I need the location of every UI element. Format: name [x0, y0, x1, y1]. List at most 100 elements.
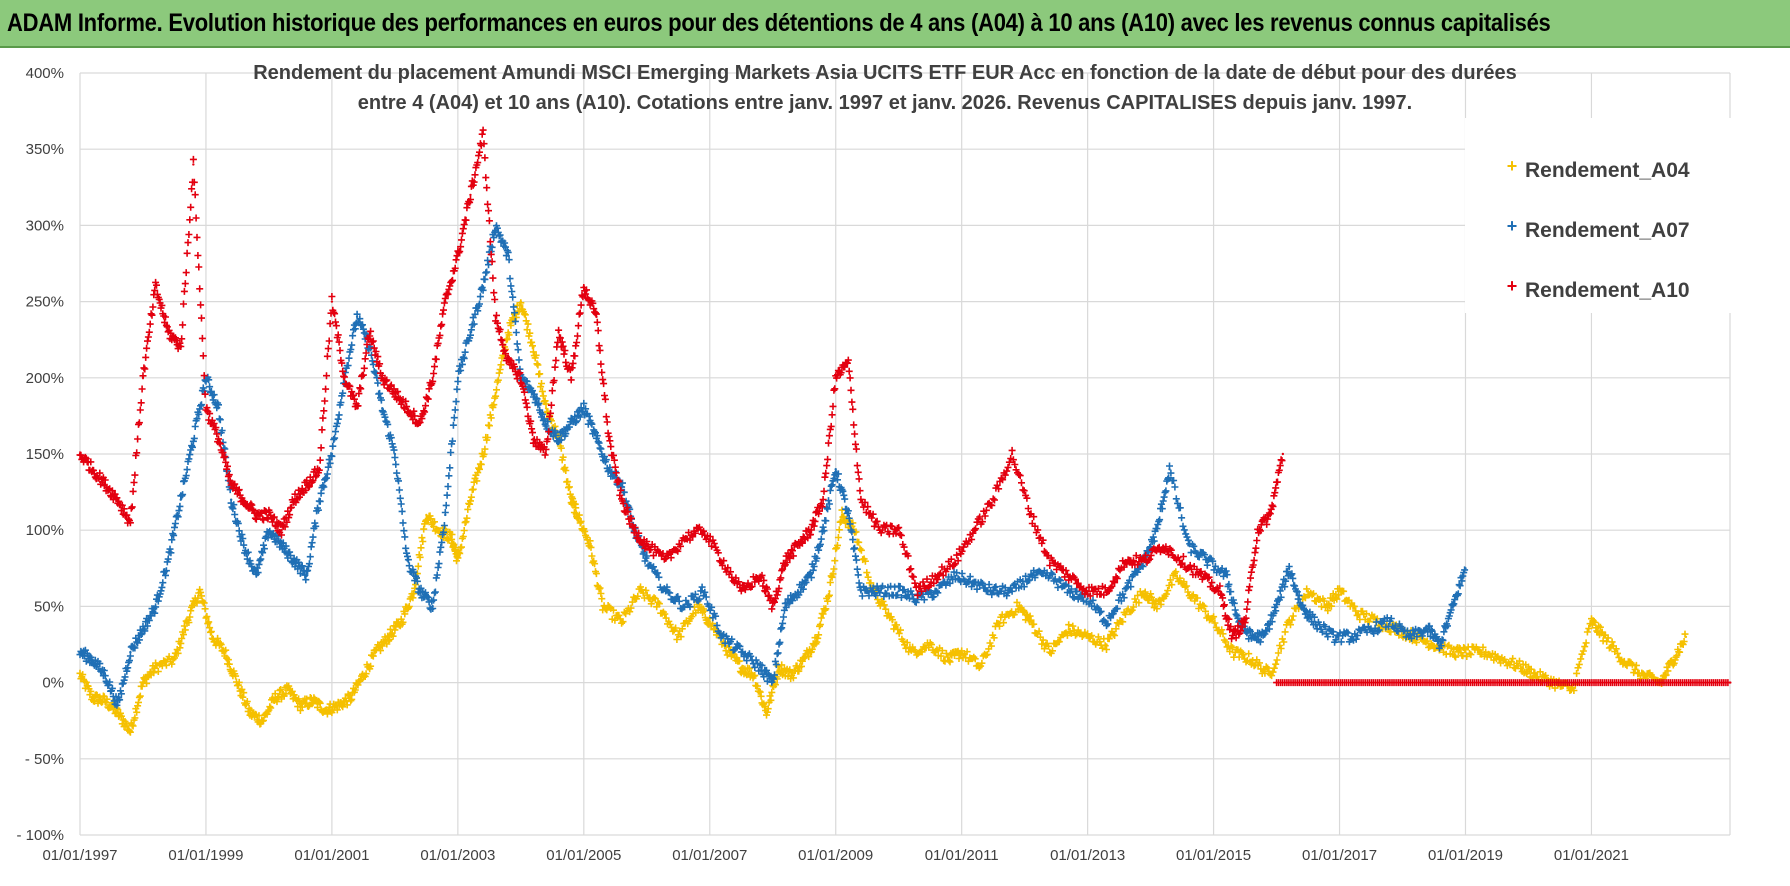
data-point	[425, 513, 428, 517]
data-point	[494, 391, 497, 395]
data-point	[664, 559, 667, 562]
data-point	[450, 536, 453, 540]
data-point	[834, 468, 837, 471]
data-point	[784, 559, 787, 562]
data-point	[544, 407, 548, 410]
y-tick-label: 350%	[26, 141, 64, 158]
data-point	[355, 315, 359, 319]
data-point	[1602, 635, 1606, 639]
data-point	[337, 704, 340, 707]
data-point	[1269, 673, 1272, 677]
data-point	[1105, 643, 1108, 646]
data-point	[859, 589, 863, 593]
data-point	[1275, 605, 1278, 608]
data-point	[1231, 650, 1234, 654]
x-tick-label: 01/01/2001	[294, 847, 369, 864]
data-point	[595, 315, 598, 319]
data-point	[274, 696, 277, 700]
data-point	[1621, 658, 1625, 661]
data-point	[91, 468, 94, 471]
y-tick-label: - 50%	[25, 751, 64, 768]
data-point	[620, 498, 623, 501]
data-point	[494, 224, 497, 227]
series-markers	[76, 299, 1689, 736]
data-point	[601, 605, 604, 608]
data-point	[381, 376, 384, 379]
data-point	[1048, 559, 1052, 562]
legend-label-a04[interactable]: Rendement_A04	[1525, 159, 1690, 182]
legend-label-a07[interactable]: Rendement_A07	[1525, 219, 1690, 242]
data-point	[116, 498, 119, 501]
data-point	[557, 330, 560, 334]
data-point	[821, 529, 825, 532]
data-point	[1388, 620, 1392, 623]
data-point	[507, 254, 510, 258]
data-point	[519, 300, 523, 303]
data-point	[1451, 650, 1455, 654]
data-point	[916, 589, 919, 593]
data-point	[204, 376, 208, 379]
data-point	[431, 376, 434, 379]
data-point	[1193, 597, 1196, 600]
x-tick-label: 01/01/1999	[168, 847, 243, 864]
data-point	[576, 513, 579, 517]
data-point	[1250, 635, 1253, 639]
data-point	[406, 559, 409, 562]
legend-label-a10[interactable]: Rendement_A10	[1525, 279, 1690, 302]
data-point	[318, 468, 321, 471]
data-point	[1262, 635, 1266, 639]
data-point	[387, 635, 390, 639]
data-point	[299, 704, 302, 707]
data-point	[1162, 544, 1165, 547]
data-point	[1124, 612, 1127, 616]
data-point	[1287, 567, 1291, 570]
data-point	[103, 699, 107, 703]
data-point	[393, 452, 397, 456]
data-point	[1124, 559, 1127, 562]
series-rendement-a10	[76, 126, 1286, 643]
data-point	[758, 574, 762, 578]
x-tick-label: 01/01/2003	[420, 847, 495, 864]
data-point	[740, 650, 743, 654]
data-point	[1369, 628, 1373, 631]
data-point	[1124, 589, 1127, 593]
data-point	[267, 529, 271, 532]
data-point	[1243, 620, 1247, 623]
data-point	[582, 285, 586, 288]
data-point	[954, 559, 957, 562]
data-point	[129, 650, 132, 654]
data-point	[1640, 673, 1644, 677]
data-point	[324, 708, 327, 712]
data-point	[267, 513, 271, 517]
data-point	[1728, 681, 1732, 684]
data-point	[790, 673, 793, 677]
series-rendement-a07	[76, 222, 1469, 709]
data-point	[910, 650, 913, 654]
data-point	[1086, 597, 1089, 600]
data-point	[1306, 589, 1310, 593]
data-point	[632, 529, 636, 532]
data-point	[1048, 574, 1052, 578]
data-point	[721, 559, 724, 562]
data-point	[1067, 589, 1070, 593]
data-point	[1502, 658, 1505, 661]
data-point	[878, 589, 882, 593]
data-point	[305, 483, 308, 486]
data-point	[192, 163, 195, 166]
data-point	[570, 376, 573, 379]
data-point	[544, 422, 548, 425]
x-tick-label: 01/01/2005	[546, 847, 621, 864]
data-point	[557, 437, 560, 440]
data-point	[683, 605, 686, 608]
data-point	[1590, 620, 1593, 623]
data-point	[330, 452, 334, 456]
data-point	[1017, 605, 1020, 608]
data-point	[1231, 635, 1234, 639]
data-point	[973, 582, 976, 585]
data-point	[740, 589, 743, 593]
data-point	[1357, 612, 1360, 616]
data-point	[532, 346, 535, 349]
data-point	[456, 559, 460, 562]
data-point	[318, 498, 321, 501]
data-point	[695, 605, 699, 608]
